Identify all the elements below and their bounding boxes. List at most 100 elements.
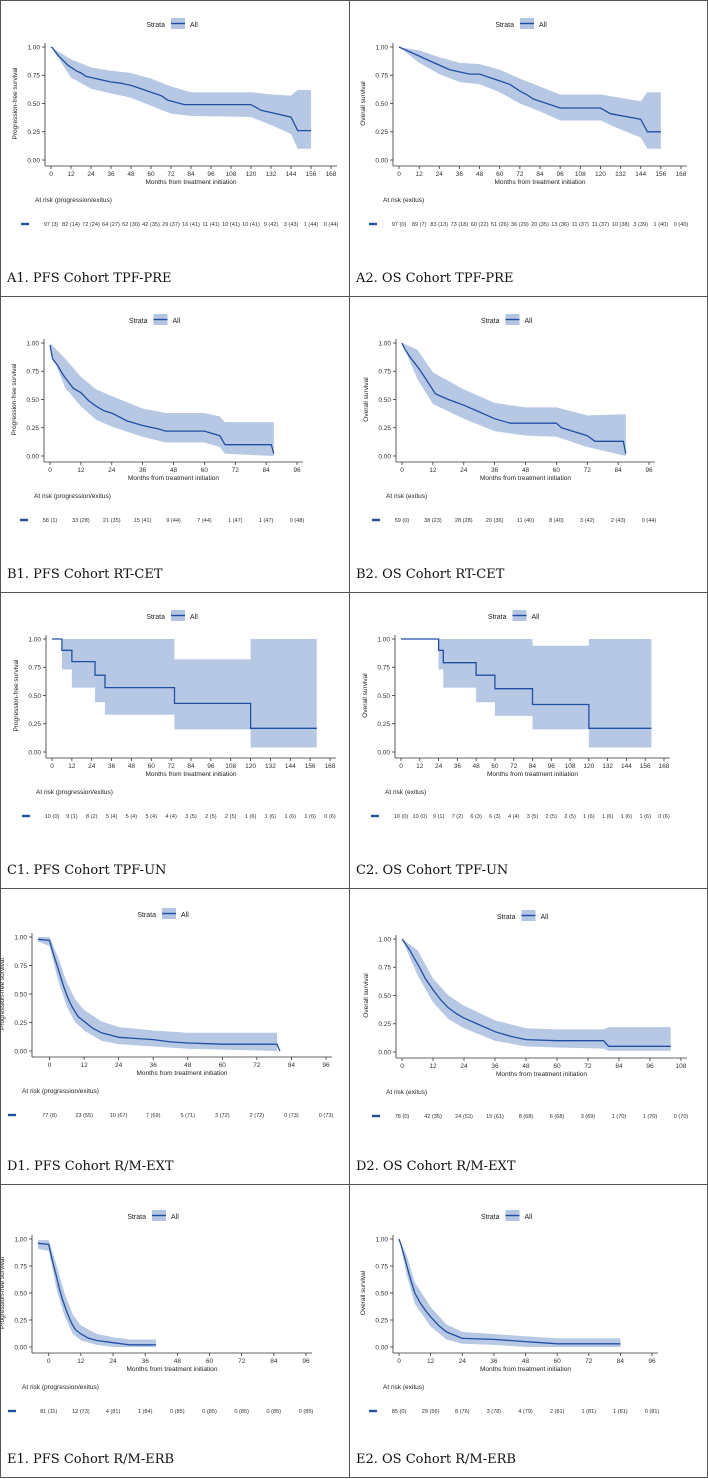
- risk-count-b2-7: 2 (43): [611, 518, 626, 524]
- x-axis-label-b2: Months from treatment initiation: [480, 475, 571, 482]
- survival-curve-d1: [37, 938, 281, 1052]
- risk-title-a1: At risk (progression/exitus): [35, 197, 112, 204]
- y-tick-label-b1-3: 0.75: [26, 369, 39, 376]
- x-tick-label-c1-13: 156: [305, 763, 316, 770]
- risk-count-c2-4: 6 (3): [470, 814, 482, 820]
- x-tick-label-a1-8: 96: [207, 171, 215, 178]
- chart-svg-d1: Strata All 0.00 0.25 0.50 0.75 1.00 0 12 24 36 48 60…: [1, 908, 333, 1119]
- risk-count-c2-2: 9 (1): [433, 814, 445, 820]
- x-tick-label-b1-2: 24: [108, 467, 116, 474]
- x-tick-label-a1-4: 48: [127, 171, 135, 178]
- risk-count-c1-7: 3 (5): [185, 814, 197, 820]
- risk-count-d2-3: 15 (61): [486, 1114, 504, 1120]
- y-tick-label-a1-4: 1.00: [27, 44, 40, 51]
- risk-count-a1-10: 10 (41): [242, 222, 260, 228]
- legend-title-b1: Strata: [129, 318, 148, 325]
- x-tick-label-a1-6: 72: [167, 171, 175, 178]
- risk-count-a2-6: 36 (29): [511, 222, 529, 228]
- chart-svg-c2: Strata All 0.00 0.25 0.50 0.75 1.00 0 12 24 36 48 60…: [362, 610, 670, 820]
- y-tick-label-b2-2: 0.50: [378, 397, 391, 404]
- x-tick-label-a1-3: 36: [107, 171, 115, 178]
- risk-count-c1-12: 1 (6): [285, 814, 297, 820]
- x-tick-label-a1-11: 132: [266, 171, 277, 178]
- risk-count-c1-1: 9 (1): [66, 814, 78, 820]
- x-tick-label-c2-10: 120: [583, 763, 594, 770]
- x-tick-label-c2-7: 84: [529, 763, 537, 770]
- legend-title-b2: Strata: [481, 318, 500, 325]
- x-axis-label-c2: Months from treatment initiation: [487, 771, 578, 778]
- legend-label-d2: All: [541, 914, 549, 921]
- x-tick-label-a2-0: 0: [397, 171, 401, 178]
- x-tick-label-e2-8: 96: [648, 1358, 656, 1365]
- x-tick-label-e2-3: 36: [490, 1358, 498, 1365]
- risk-count-a1-5: 42 (35): [142, 222, 160, 228]
- x-tick-label-c2-6: 72: [510, 763, 518, 770]
- legend-label-e2: All: [525, 1214, 533, 1221]
- risk-count-d1-6: 2 (72): [250, 1113, 265, 1119]
- risk-count-c2-5: 6 (3): [489, 814, 501, 820]
- y-axis-label-b2: Overall survival: [363, 377, 370, 422]
- x-tick-label-c2-12: 144: [621, 763, 632, 770]
- caption-b1: B1. PFS Cohort RT-CET: [7, 567, 163, 582]
- risk-count-c1-6: 4 (4): [165, 814, 177, 820]
- risk-count-e2-0: 85 (0): [392, 1409, 407, 1415]
- x-tick-label-d2-4: 48: [522, 1063, 530, 1070]
- legend-label-c1: All: [190, 614, 198, 621]
- x-tick-label-d2-9: 108: [676, 1063, 687, 1070]
- x-tick-label-a2-8: 96: [557, 171, 565, 178]
- risk-count-b1-1: 33 (28): [72, 518, 90, 524]
- risk-count-e2-5: 2 (81): [550, 1409, 565, 1415]
- risk-count-e2-7: 1 (81): [613, 1409, 628, 1415]
- confidence-band-a1: [51, 47, 311, 149]
- x-tick-label-d1-2: 24: [115, 1062, 123, 1069]
- risk-title-c2: At risk (exitus): [385, 789, 426, 796]
- x-tick-label-c1-3: 36: [108, 763, 116, 770]
- x-tick-label-e1-1: 12: [77, 1358, 85, 1365]
- risk-count-e1-7: 0 (85): [267, 1409, 282, 1415]
- y-tick-label-e2-2: 0.50: [375, 1290, 388, 1297]
- risk-count-a1-11: 9 (42): [264, 222, 279, 228]
- x-tick-label-e1-6: 72: [238, 1358, 246, 1365]
- x-tick-label-d2-6: 72: [584, 1063, 592, 1070]
- risk-count-a2-5: 51 (26): [491, 222, 509, 228]
- survival-curve-a2: [398, 46, 661, 133]
- caption-a1: A1. PFS Cohort TPF-PRE: [7, 271, 172, 286]
- x-tick-label-c1-5: 60: [148, 763, 156, 770]
- confidence-band-d2: [402, 939, 671, 1051]
- risk-count-a1-0: 97 (3): [44, 222, 59, 228]
- panel-c2: Strata All 0.00 0.25 0.50 0.75 1.00 0 12 24 36 48 60…: [349, 592, 708, 889]
- x-tick-label-b1-1: 12: [77, 467, 85, 474]
- risk-count-c2-8: 2 (5): [546, 814, 558, 820]
- risk-count-a1-12: 3 (43): [284, 222, 299, 228]
- risk-count-a2-4: 60 (22): [471, 222, 489, 228]
- x-tick-label-e1-5: 60: [206, 1358, 214, 1365]
- risk-count-d2-6: 3 (69): [581, 1114, 596, 1120]
- risk-count-c1-0: 10 (0): [45, 814, 60, 820]
- risk-count-c1-3: 5 (4): [106, 814, 118, 820]
- risk-count-c1-2: 8 (2): [86, 814, 98, 820]
- survival-curve-b2: [401, 342, 627, 454]
- risk-count-b2-5: 8 (40): [549, 518, 564, 524]
- risk-count-d1-7: 0 (73): [284, 1113, 299, 1119]
- legend-label-a1: All: [190, 22, 198, 29]
- x-tick-label-c2-11: 132: [602, 763, 613, 770]
- caption-e1: E1. PFS Cohort R/M-ERB: [7, 1452, 175, 1467]
- risk-count-b1-0: 58 (1): [43, 518, 58, 524]
- risk-count-b1-3: 15 (41): [134, 518, 152, 524]
- x-tick-label-a2-10: 120: [595, 171, 606, 178]
- caption-c2: C2. OS Cohort TPF-UN: [356, 863, 509, 878]
- chart-svg-e2: Strata All 0.00 0.25 0.50 0.75 1.00 0 12 24 36 48 60…: [360, 1210, 659, 1415]
- confidence-band-c2: [401, 639, 652, 748]
- risk-count-a1-4: 52 (30): [122, 222, 140, 228]
- x-tick-label-a1-13: 156: [306, 171, 317, 178]
- x-tick-label-d1-4: 48: [184, 1062, 192, 1069]
- risk-title-b2: At risk (exitus): [386, 493, 427, 500]
- x-tick-label-a2-5: 60: [496, 171, 504, 178]
- legend-title-e1: Strata: [127, 1214, 146, 1221]
- x-tick-label-a1-0: 0: [49, 171, 53, 178]
- x-tick-label-e2-0: 0: [397, 1358, 401, 1365]
- risk-count-d1-5: 3 (72): [215, 1113, 230, 1119]
- y-tick-label-e1-0: 0.00: [14, 1344, 27, 1351]
- x-tick-label-c1-0: 0: [50, 763, 54, 770]
